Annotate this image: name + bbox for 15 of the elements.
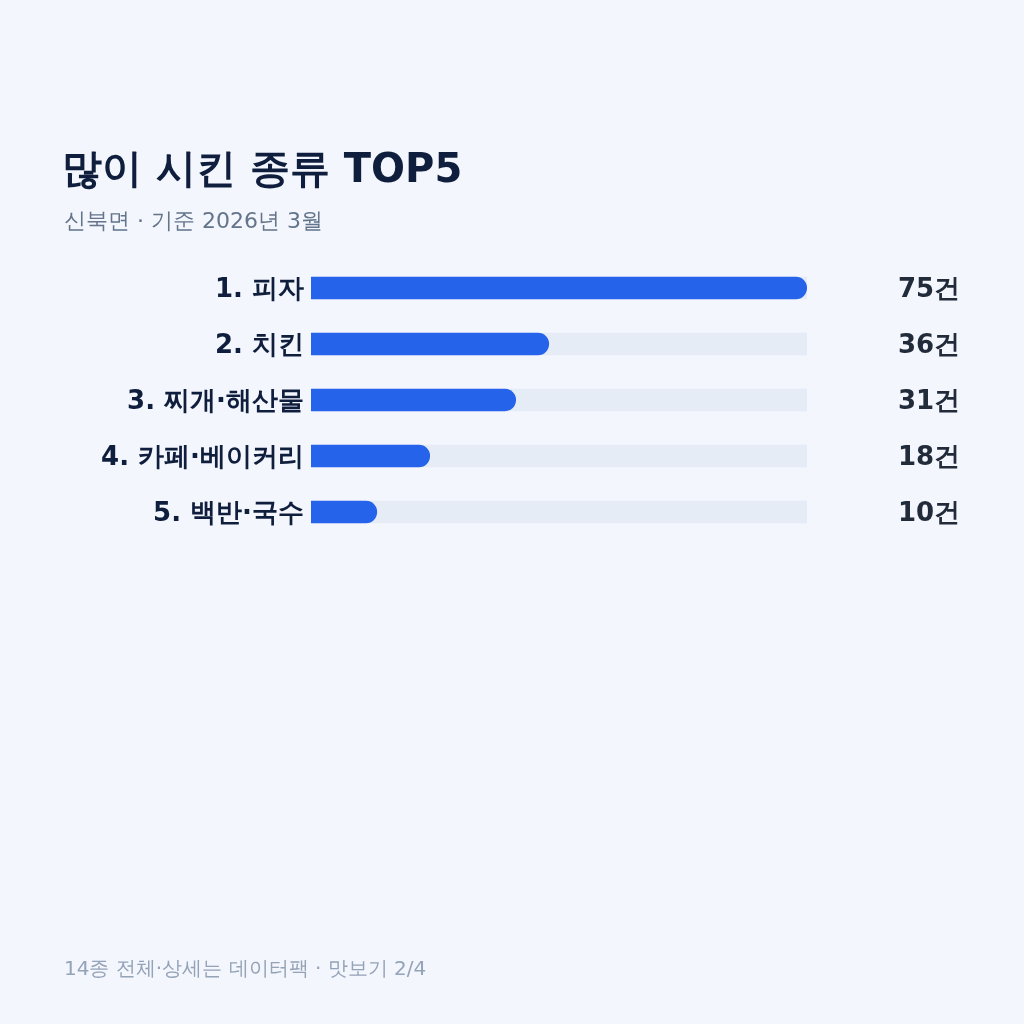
bar (311, 500, 378, 524)
data-label: 10건 (898, 497, 961, 527)
data-label: 18건 (898, 441, 961, 471)
bar (311, 444, 431, 468)
text: 14종 전체·상세는 데이터팩 · 맛보기 2/4 (64, 956, 427, 980)
data-label: 31건 (898, 385, 961, 415)
y-tick-label: 4. 카페·베이커리 (101, 441, 304, 472)
y-tick-label: 2. 치킨 (214, 329, 304, 360)
y-tick-label: 5. 백반·국수 (153, 497, 304, 528)
data-label: 36건 (898, 329, 961, 359)
chart-subtitle: 신북면 · 기준 2026년 3월 (64, 208, 323, 233)
data-label: 75건 (898, 273, 961, 303)
y-tick-label: 3. 찌개·해산물 (127, 385, 304, 416)
y-tick-label: 1. 피자 (214, 273, 304, 304)
chart-title: 많이 시킨 종류 TOP5 (62, 145, 463, 191)
